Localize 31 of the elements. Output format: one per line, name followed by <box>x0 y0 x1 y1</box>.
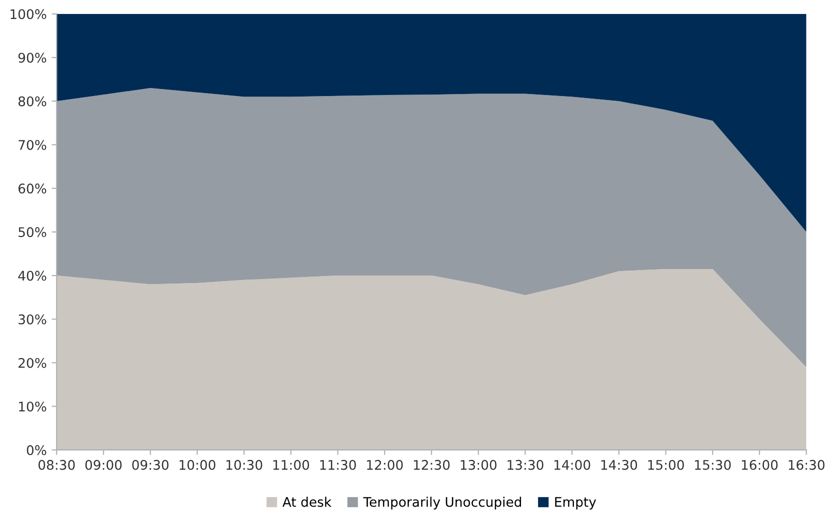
x-tick-label: 11:00 <box>273 460 310 470</box>
x-tick-label: 14:30 <box>601 460 638 470</box>
x-tick-label: 09:30 <box>132 460 168 470</box>
y-tick-label: 80% <box>18 96 46 106</box>
x-tick-label: 09:00 <box>85 460 122 470</box>
y-tick-label: 100% <box>10 9 46 20</box>
x-tick-label: 11:30 <box>320 460 356 470</box>
y-tick-label: 70% <box>18 140 46 150</box>
x-tick-label: 13:00 <box>460 460 496 470</box>
y-tick-label: 0% <box>26 445 46 456</box>
x-tick-label: 12:00 <box>367 460 403 470</box>
y-tick-label: 20% <box>18 358 46 368</box>
y-tick-label: 40% <box>18 270 46 281</box>
y-tick-label: 30% <box>18 314 46 324</box>
legend-label: Empty <box>555 497 596 510</box>
x-tick-label: 15:00 <box>648 460 684 470</box>
legend-label: Temporarily Unoccupied <box>363 496 522 510</box>
y-tick-label: 60% <box>18 184 46 194</box>
y-tick-label: 90% <box>18 52 46 63</box>
legend-label: At desk <box>282 496 332 507</box>
x-tick-label: 16:30 <box>788 460 824 470</box>
x-tick-label: 15:30 <box>695 460 731 470</box>
y-tick-label: 50% <box>18 227 46 238</box>
x-tick-label: 13:30 <box>508 460 544 470</box>
x-tick-label: 14:00 <box>554 460 590 470</box>
y-tick-label: 10% <box>19 402 46 412</box>
x-tick-label: 16:00 <box>742 460 778 470</box>
x-tick-label: 10:30 <box>226 460 262 470</box>
x-tick-label: 08:30 <box>38 460 75 470</box>
x-tick-label: 12:30 <box>414 460 450 470</box>
x-tick-label: 10:00 <box>180 460 216 470</box>
